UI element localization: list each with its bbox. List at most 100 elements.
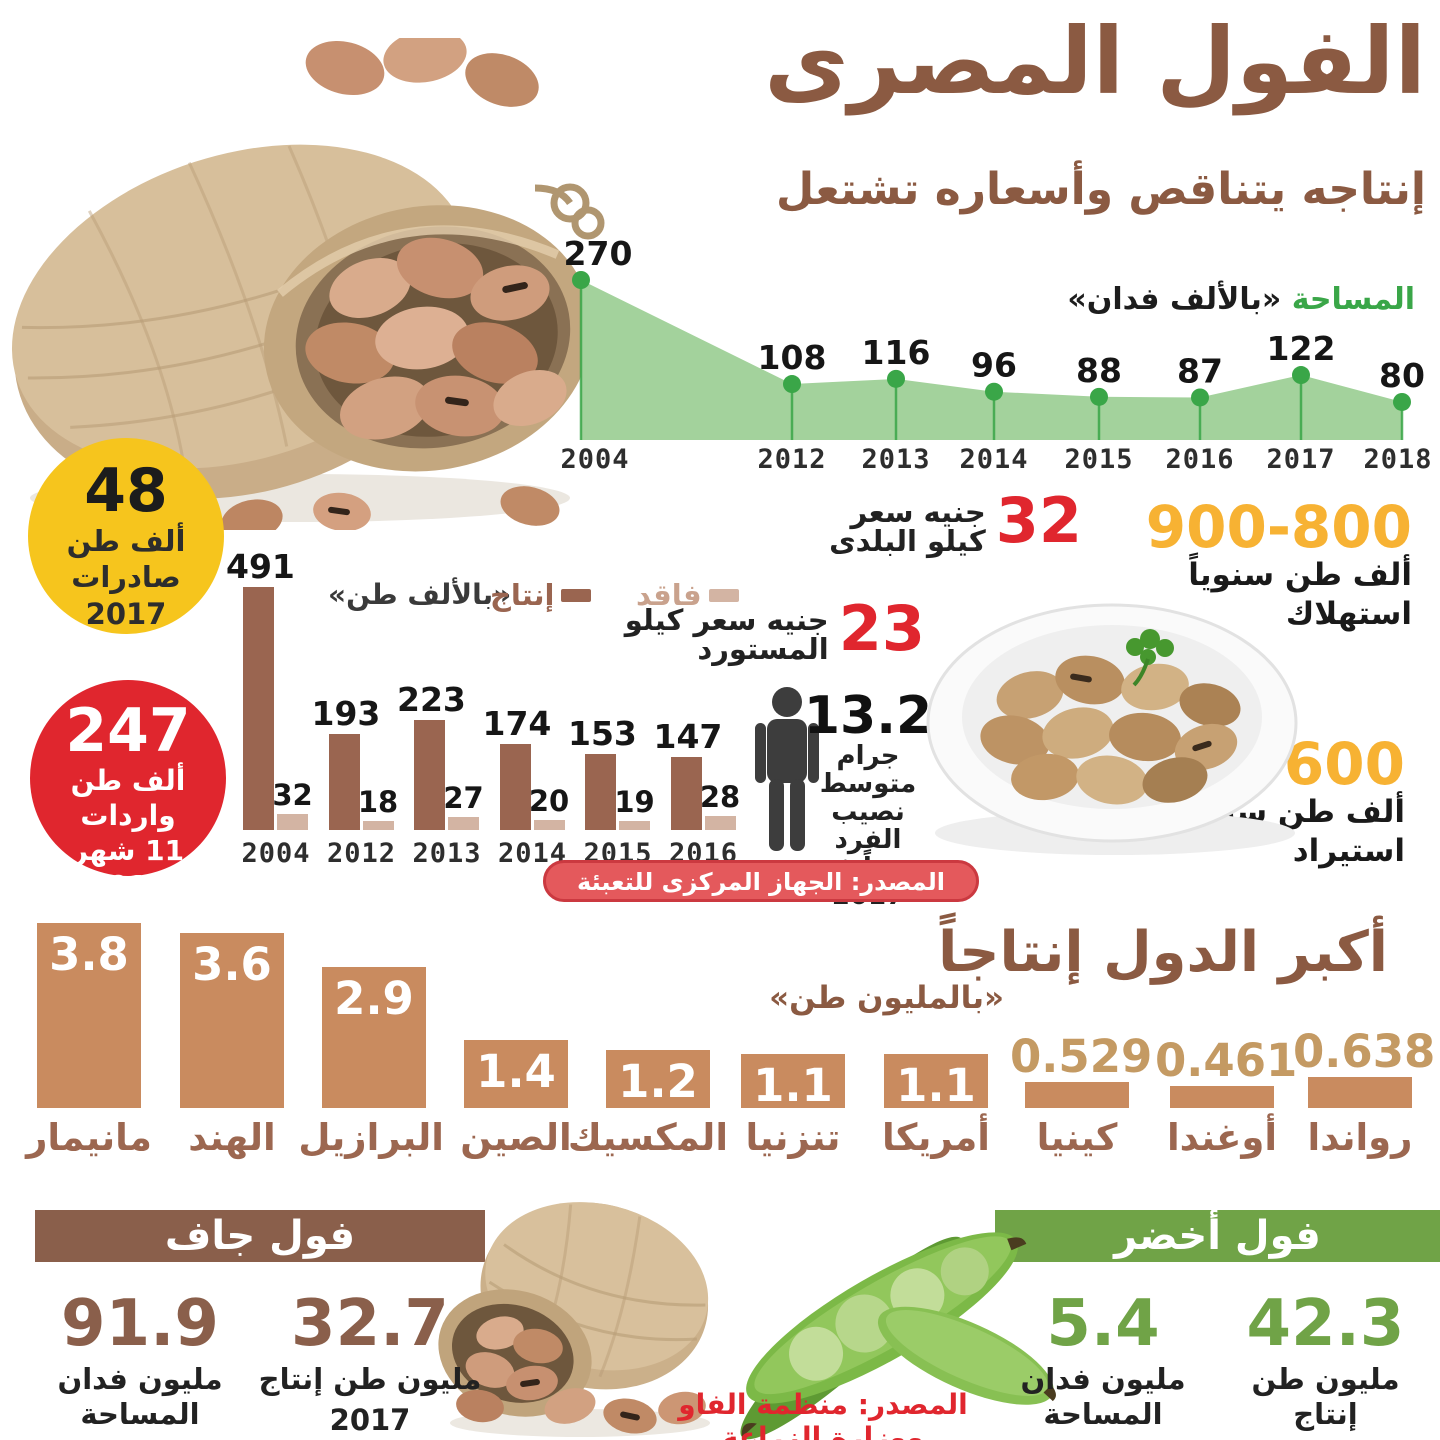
local-price-value: 32 [995, 484, 1082, 557]
country-bar [606, 1049, 710, 1108]
annual-imports-value: 600 [1283, 730, 1405, 798]
small-beans-sack-photo-icon [438, 1202, 710, 1437]
legend-loss-label: فاقد [636, 578, 702, 612]
country-value-label: 0.461 [1155, 1033, 1298, 1087]
per-capita-value: 13.2 [803, 686, 933, 746]
local-price-stat: 32 جنيه سعر كيلو البلدى [829, 484, 1082, 557]
loss-bar [448, 816, 479, 830]
imports-badge: 247 ألف طن واردات 11 شهر 2018 [30, 680, 226, 902]
country-value-label: 3.8 [49, 928, 129, 981]
area-year-label: 2012 [757, 444, 826, 475]
area-value-label: 270 [564, 240, 633, 273]
green-area-stat: 5.4 مليون فدان المساحة المنزرعة 2017 [988, 1292, 1218, 1440]
area-year-label: 2018 [1363, 444, 1432, 475]
area-year-label: 2014 [959, 444, 1028, 475]
dry-area-value: 91.9 [61, 1287, 219, 1361]
person-icon [755, 687, 819, 851]
area-value-label: 122 [1267, 329, 1336, 368]
legend-loss: فاقد [636, 578, 739, 612]
production-bar [414, 719, 445, 830]
production-year-label: 2012 [326, 838, 397, 869]
country-bar [1170, 1085, 1274, 1108]
country-value-label: 2.9 [334, 971, 414, 1025]
dry-area-stat: 91.9 مليون فدان المساحة المنزرعة 2017 [25, 1292, 255, 1440]
country-value-label: 1.1 [896, 1059, 976, 1113]
country-bar [884, 1054, 988, 1108]
consumption-stat: 900-800 ألف طن سنوياً استهلاك [1146, 498, 1412, 634]
country-name-label: كينيا [1036, 1116, 1118, 1159]
area-dot [783, 375, 801, 394]
area-value-label: 116 [862, 333, 931, 372]
imported-price-stat: 23 جنيه سعر كيلو المستورد [625, 592, 925, 665]
production-value-label: 491 [226, 547, 295, 586]
source-capmas: المصدر: الجهاز المركزى للتعبئة العامة وا… [543, 860, 979, 934]
small-sack-beans-icon [456, 1316, 706, 1434]
production-bar [585, 754, 616, 830]
exports-badge: 48 ألف طن صادرات 2017 [28, 438, 224, 634]
per-capita-label-2: نصيب الفرد [831, 797, 905, 856]
country-name-label: البرازيل [298, 1116, 444, 1159]
dry-area-label-1: مليون فدان المساحة [57, 1362, 223, 1431]
loss-bar [619, 820, 650, 830]
area-value-label: 88 [1076, 351, 1122, 390]
country-name-label: أوغندا [1166, 1116, 1278, 1159]
area-dot [985, 382, 1003, 401]
production-year-label: 2004 [241, 838, 311, 869]
area-year-label: 2013 [861, 444, 930, 475]
loss-bar [704, 816, 736, 830]
beans-plate-photo-icon [926, 603, 1298, 855]
plate-beans-icon [980, 655, 1241, 805]
imports-unit: ألف طن واردات [70, 764, 186, 832]
country-name-label: الصين [460, 1116, 572, 1159]
annual-imports-label-2: استيراد [1292, 832, 1405, 869]
country-value-label: 3.6 [192, 937, 272, 991]
green-production-stat: 42.3 مليون طن إنتاج 2017 [1218, 1292, 1433, 1440]
area-chart-unit: «بالألف فدان» [1067, 282, 1282, 317]
area-year-label: 2004 [560, 444, 629, 475]
beans-sack-photo-icon [11, 38, 605, 530]
legend-loss-swatch [708, 588, 739, 602]
top-producers-chart: أكبر الدول إنتاجاً «بالمليون طن» 3.8 ماني… [0, 918, 1440, 1188]
green-production-label-2: 2017 [1218, 1438, 1433, 1440]
page-title: الفول المصرى [764, 8, 1426, 115]
imported-price-value: 23 [838, 592, 925, 665]
dry-production-stat: 32.7 مليون طن إنتاج 2017 [255, 1292, 485, 1438]
loss-value-label: 27 [443, 780, 484, 815]
area-year-label: 2015 [1064, 444, 1133, 475]
country-value-label: 1.4 [476, 1044, 556, 1098]
dry-production-label-1: مليون طن إنتاج [258, 1362, 482, 1396]
sack-rope-icon [534, 183, 605, 240]
loss-value-label: 32 [272, 778, 313, 813]
green-bean-pods-photo-icon [740, 1232, 1056, 1440]
area-dot [1393, 392, 1411, 411]
area-chart-title: المساحة [1291, 282, 1415, 317]
country-bar [1308, 1076, 1412, 1108]
production-value-label: 147 [653, 717, 723, 757]
area-dot [572, 271, 590, 289]
country-value-label: 0.638 [1293, 1024, 1436, 1078]
country-value-label: 1.2 [618, 1054, 698, 1108]
area-year-label: 2016 [1165, 444, 1234, 475]
consumption-value: 900-800 [1145, 493, 1412, 561]
top-producers-unit: «بالمليون طن» [769, 980, 1004, 1016]
dry-area-label-2: المنزرعة 2017 [25, 1438, 255, 1440]
production-bar [243, 587, 274, 830]
country-name-label: المكسيك [567, 1116, 728, 1159]
consumption-label-2: استهلاك [1285, 595, 1412, 632]
country-name-label: أمريكا [882, 1116, 990, 1159]
production-bar [328, 734, 360, 830]
area-year-label: 2017 [1266, 444, 1335, 475]
source-fao: المصدر: منظمة الفاو ووزارة الزراعة [678, 1388, 968, 1440]
loss-bar [533, 820, 565, 830]
legend-production: إنتاج [490, 578, 592, 612]
area-value-label: 96 [971, 346, 1017, 385]
loss-value-label: 20 [528, 784, 570, 819]
dry-production-value: 32.7 [291, 1287, 449, 1361]
area-dot [1090, 387, 1108, 406]
top-producers-title: أكبر الدول إنتاجاً [938, 920, 1388, 985]
green-area-label-1: مليون فدان المساحة [1020, 1362, 1186, 1431]
production-value-label: 193 [311, 694, 381, 734]
production-bar [499, 743, 531, 830]
loss-bar [277, 814, 308, 830]
